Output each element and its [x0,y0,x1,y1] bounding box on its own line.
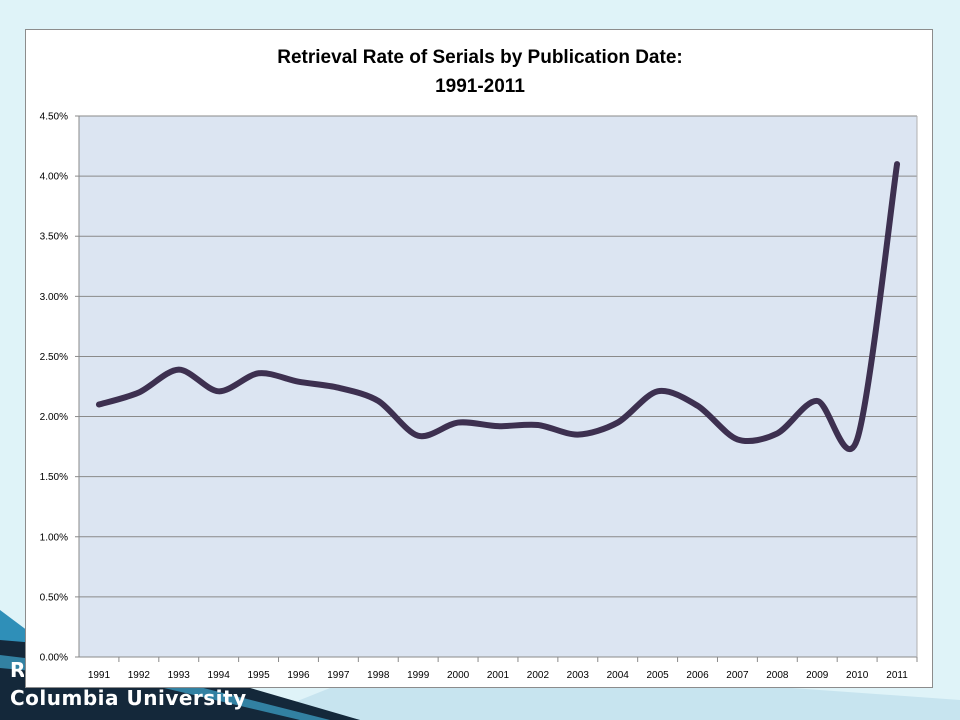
y-tick-label: 0.00% [40,653,68,664]
y-tick-label: 0.50% [40,592,68,603]
chart-title-line-2: 1991-2011 [435,76,525,97]
plot-background [79,116,917,657]
x-tick-label: 2009 [806,670,829,681]
y-tick-label: 2.50% [40,352,68,363]
y-tick-label: 1.00% [40,532,68,543]
y-tick-label: 3.50% [40,232,68,243]
y-tick-label: 3.00% [40,292,68,303]
x-tick-label: 1998 [367,670,390,681]
x-tick-label: 2011 [886,670,908,681]
x-tick-label: 2003 [567,670,590,681]
chart-title-line-1: Retrieval Rate of Serials by Publication… [277,47,682,68]
x-tick-label: 2004 [607,670,630,681]
x-tick-label: 2000 [447,670,470,681]
y-tick-label: 2.00% [40,412,68,423]
x-tick-label: 1993 [168,670,191,681]
plot-area: 0.00% 0.50% 1.00% 1.50% 2.00% 2.50% 3.00% 3.50%… [40,112,918,681]
x-tick-label: 1996 [287,670,310,681]
y-tick-label: 4.50% [40,112,68,123]
x-tick-label: 1999 [407,670,430,681]
x-tick-label: 1994 [208,670,231,681]
x-tick-label: 2007 [726,670,749,681]
x-tick-label: 1995 [247,670,270,681]
footer-institution-text: Columbia University [10,686,247,710]
chart-frame: Retrieval Rate of Serials by Publication… [25,29,933,688]
x-tick-label: 1991 [88,670,111,681]
x-tick-label: 2005 [646,670,669,681]
line-chart: Retrieval Rate of Serials by Publication… [40,47,918,681]
x-tick-label: 1997 [327,670,350,681]
footer-partial-text: R [10,658,24,682]
series-line [95,161,901,452]
x-tick-label: 1992 [128,670,151,681]
y-tick-label: 1.50% [40,472,68,483]
x-tick-label: 2008 [766,670,789,681]
x-tick-label: 2001 [487,670,510,681]
x-tick-label: 2006 [686,670,709,681]
x-tick-label: 2002 [527,670,550,681]
y-tick-label: 4.00% [40,172,68,183]
x-tick-label: 2010 [846,670,869,681]
